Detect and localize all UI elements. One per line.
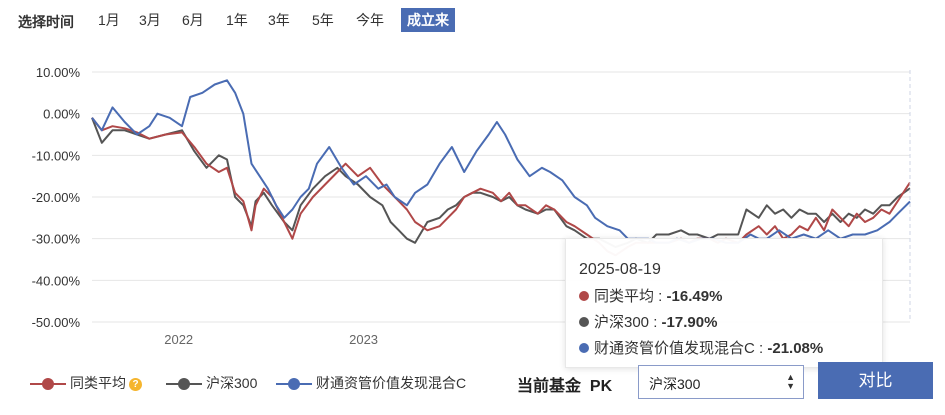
legend-label: 财通资管价值发现混合C: [316, 375, 467, 391]
chart-tooltip: 2025-08-19 同类平均 : -16.49% 沪深300 : -17.90…: [565, 238, 883, 368]
range-button-this-year[interactable]: 今年: [356, 12, 384, 28]
pk-select-value: 沪深300: [649, 376, 701, 392]
x-axis-tick-labels: 2022 2023: [164, 332, 378, 347]
time-range-label: 选择时间: [18, 14, 74, 30]
legend-marker-icon: [276, 378, 312, 391]
legend-marker-icon: [30, 378, 66, 391]
y-tick-label: -30.00%: [32, 232, 81, 247]
range-button-since-inception[interactable]: 成立来: [401, 8, 455, 32]
tooltip-series-value: -16.49%: [666, 288, 723, 305]
series-line-category-average: [91, 117, 911, 257]
series-line-csi300: [91, 117, 911, 248]
chart-series-lines: [91, 79, 911, 257]
performance-chart: 10.00% 0.00% -10.00% -20.00% -30.00% -40.00% -…: [32, 65, 911, 347]
range-button-1-month[interactable]: 1月: [98, 12, 120, 28]
range-button-1-year[interactable]: 1年: [226, 12, 248, 28]
tooltip-series-name: 沪深300: [594, 314, 650, 331]
range-button-6-months[interactable]: 6月: [182, 12, 204, 28]
tooltip-dot-icon: [579, 343, 589, 354]
legend-marker-icon: [166, 378, 202, 391]
series-line-fund: [91, 79, 911, 244]
legend-item-csi300[interactable]: 沪深300: [166, 373, 257, 393]
tooltip-dot-icon: [579, 317, 589, 328]
y-tick-label: -10.00%: [32, 148, 81, 163]
tooltip-row-csi300: 沪深300 : -17.90%: [579, 311, 717, 332]
pk-benchmark-select[interactable]: 沪深300 ▲ ▼: [638, 365, 804, 399]
tooltip-dot-icon: [579, 291, 589, 302]
tooltip-series-value: -21.08%: [767, 340, 824, 357]
current-fund-pk-label: 当前基金 PK: [517, 378, 613, 395]
y-axis-tick-labels: 10.00% 0.00% -10.00% -20.00% -30.00% -40.00% -…: [32, 65, 81, 330]
tooltip-series-name: 财通资管价值发现混合C: [594, 340, 755, 357]
tooltip-date: 2025-08-19: [579, 261, 661, 278]
compare-button[interactable]: 对比: [818, 362, 933, 399]
tooltip-row-fund: 财通资管价值发现混合C : -21.08%: [579, 337, 823, 358]
y-tick-label: 10.00%: [36, 65, 81, 80]
tooltip-series-value: -17.90%: [661, 314, 718, 331]
range-button-5-years[interactable]: 5年: [312, 12, 334, 28]
range-button-3-months[interactable]: 3月: [139, 12, 161, 28]
chart-gridlines: [92, 71, 910, 323]
y-tick-label: -40.00%: [32, 273, 81, 288]
y-tick-label: -20.00%: [32, 190, 81, 205]
y-tick-label: 0.00%: [43, 107, 80, 122]
help-icon[interactable]: ?: [129, 377, 142, 391]
legend-item-category-average[interactable]: 同类平均?: [30, 373, 142, 393]
select-arrows-icon: ▲ ▼: [786, 372, 795, 391]
time-range-selector: 选择时间 1月 3月 6月 1年 3年 5年 今年 成立来: [0, 0, 945, 40]
x-tick-label: 2023: [349, 332, 378, 347]
tooltip-series-name: 同类平均: [594, 288, 655, 305]
legend-item-fund[interactable]: 财通资管价值发现混合C: [276, 373, 466, 393]
legend-label: 沪深300: [206, 375, 258, 391]
y-tick-label: -50.00%: [32, 315, 81, 330]
legend-label: 同类平均: [70, 375, 126, 391]
tooltip-row-category-average: 同类平均 : -16.49%: [579, 285, 722, 306]
x-tick-label: 2022: [164, 332, 193, 347]
range-button-3-years[interactable]: 3年: [268, 12, 290, 28]
